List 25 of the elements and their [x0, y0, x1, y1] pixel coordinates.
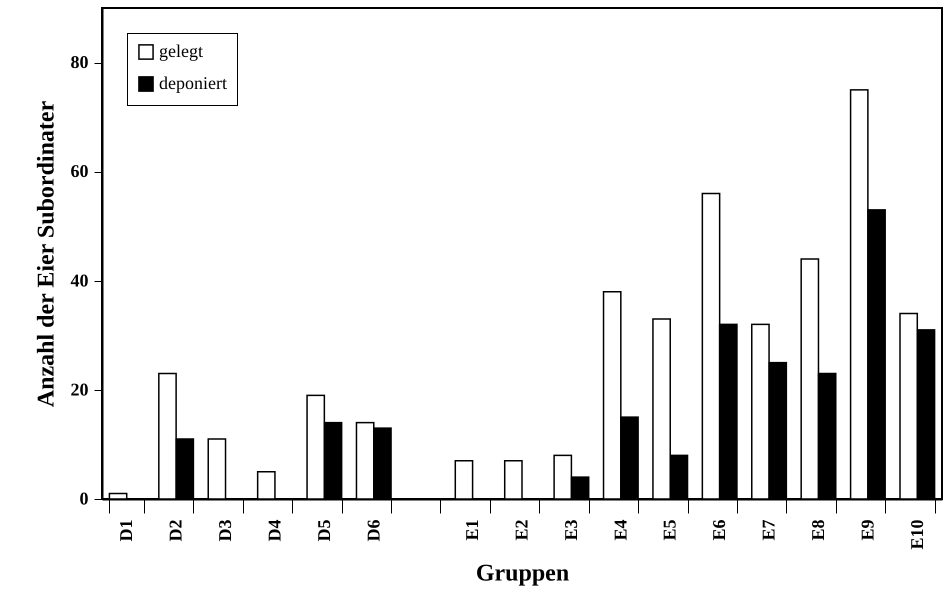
y-axis-title: Anzahl der Eier Subordinater — [34, 100, 60, 408]
x-tick-label: E1 — [462, 520, 482, 541]
x-tick-label: D2 — [166, 520, 186, 542]
x-axis-title: Gruppen — [476, 560, 570, 587]
x-tick-label: D3 — [215, 520, 236, 542]
y-tick-label: 40 — [70, 270, 88, 290]
x-tick-label: E8 — [808, 520, 828, 541]
legend-label: deponiert — [159, 73, 227, 93]
x-tick-label: E2 — [512, 520, 532, 541]
x-tick-label: D1 — [116, 520, 136, 542]
x-tick-label: E5 — [660, 520, 680, 541]
legend-label: gelegt — [159, 41, 203, 61]
y-tick-label: 20 — [70, 379, 88, 400]
x-tick-label: E9 — [857, 520, 878, 541]
x-tick-label: E6 — [709, 520, 730, 541]
y-tick-label: 0 — [80, 488, 88, 508]
x-tick-label: E3 — [560, 520, 581, 541]
x-tick-label: E10 — [906, 520, 927, 550]
x-tick-label: E4 — [610, 520, 630, 541]
y-tick-label: 60 — [70, 161, 88, 182]
x-tick-label: E7 — [758, 520, 779, 541]
y-tick-label: 80 — [70, 52, 88, 72]
x-tick-label: D5 — [314, 520, 334, 542]
x-tick-label: D4 — [264, 520, 284, 542]
x-tick-label: D6 — [363, 520, 384, 542]
